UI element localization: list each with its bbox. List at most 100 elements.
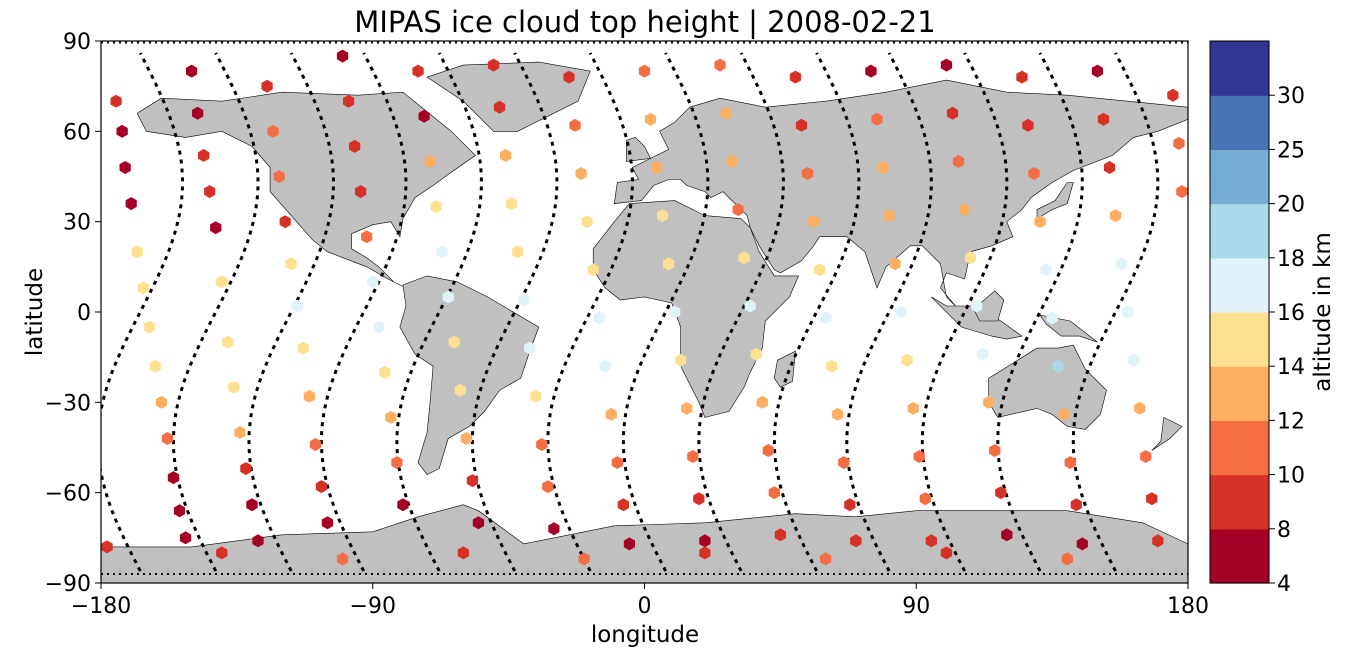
colorbar: 4 8 10 12 14 16 18 20 25 30 <box>1209 40 1305 597</box>
cloud-point-22 <box>240 462 252 476</box>
cloud-point-77 <box>611 456 623 470</box>
cloud-point-93 <box>726 154 738 168</box>
cloud-point-104 <box>801 167 814 180</box>
colorbar-tick-label: 30 <box>1277 84 1305 109</box>
cloud-point-94 <box>732 203 744 217</box>
x-tick-label: −90 <box>350 594 396 619</box>
cloud-point-80 <box>638 64 651 78</box>
cloud-point-146 <box>1091 64 1103 78</box>
y-tick-label: 90 <box>63 30 91 55</box>
y-tick-label: 30 <box>63 211 91 236</box>
cloud-point-53 <box>448 335 460 349</box>
cloud-point-9 <box>161 432 174 445</box>
cloud-point-103 <box>795 118 808 132</box>
cloud-point-51 <box>436 245 448 259</box>
satellite-tracks <box>101 41 1188 575</box>
cloud-point-101 <box>774 528 786 542</box>
colorbar-bin <box>1210 312 1269 367</box>
cloud-point-106 <box>814 263 826 277</box>
cloud-point-74 <box>593 311 605 325</box>
cloud-point-134 <box>1001 528 1013 542</box>
cloud-point-155 <box>1146 492 1158 506</box>
cloud-point-149 <box>1109 209 1122 223</box>
cloud-point-98 <box>756 395 768 409</box>
cloud-point-88 <box>687 450 699 463</box>
y-axis: −90 −60 −30 0 30 60 90 <box>45 30 101 597</box>
cloud-point-28 <box>279 215 291 229</box>
cloud-point-141 <box>1052 359 1064 373</box>
cloud-point-50 <box>430 200 442 214</box>
land-new-zealand <box>1151 416 1183 451</box>
cloud-point-107 <box>820 311 832 325</box>
cloud-point-20 <box>228 380 240 394</box>
cloud-point-128 <box>965 251 977 265</box>
y-tick-label: −90 <box>45 572 91 597</box>
cloud-point-123 <box>925 534 937 548</box>
cloud-point-52 <box>442 290 454 304</box>
cloud-point-19 <box>222 335 234 349</box>
colorbar-bin <box>1210 203 1269 259</box>
cloud-point-85 <box>669 305 681 319</box>
cloud-point-118 <box>895 305 907 319</box>
cloud-point-142 <box>1058 407 1070 421</box>
cloud-point-133 <box>995 486 1007 500</box>
cloud-point-31 <box>297 341 309 355</box>
cloud-point-87 <box>681 401 693 415</box>
cloud-point-160 <box>101 540 113 554</box>
cloud-point-150 <box>1115 257 1128 271</box>
cloud-point-54 <box>454 383 466 397</box>
cloud-point-21 <box>234 425 246 439</box>
cloud-point-65 <box>530 389 542 403</box>
cloud-point-130 <box>977 347 989 361</box>
cloud-point-110 <box>838 456 850 470</box>
cloud-point-18 <box>216 275 228 289</box>
cloud-point-23 <box>246 498 258 512</box>
colorbar-bin <box>1210 41 1269 96</box>
cloud-point-72 <box>581 215 593 229</box>
cloud-point-82 <box>650 161 663 174</box>
cloud-point-55 <box>460 432 472 445</box>
cloud-point-7 <box>149 359 161 373</box>
cloud-point-46 <box>397 498 409 512</box>
cloud-point-37 <box>343 94 355 108</box>
cloud-point-84 <box>663 257 675 271</box>
cloud-point-16 <box>204 185 216 199</box>
cloud-point-29 <box>285 257 297 271</box>
cloud-point-95 <box>738 251 750 265</box>
cloud-point-6 <box>143 320 155 334</box>
cloud-point-144 <box>1070 498 1082 512</box>
cloud-point-113 <box>865 64 877 78</box>
cloud-point-89 <box>693 492 705 506</box>
cloud-point-36 <box>336 49 349 63</box>
colorbar-bin <box>1210 366 1269 421</box>
cloud-point-127 <box>958 203 971 217</box>
cloud-point-26 <box>267 124 279 138</box>
cloud-point-91 <box>714 58 726 72</box>
cloud-point-10 <box>167 471 180 485</box>
cloud-point-166 <box>820 552 832 566</box>
cloud-point-69 <box>563 70 575 84</box>
cloud-point-137 <box>1028 167 1040 180</box>
cloud-point-161 <box>216 546 228 560</box>
colorbar-tick-label: 20 <box>1277 193 1305 218</box>
cloud-point-121 <box>913 450 925 463</box>
colorbar-bin <box>1210 95 1269 150</box>
cloud-point-159 <box>1176 185 1188 199</box>
cloud-point-0 <box>110 94 122 108</box>
land-eurasia <box>613 79 1188 307</box>
cloud-point-60 <box>500 148 512 162</box>
cloud-point-49 <box>424 154 436 168</box>
cloud-point-154 <box>1140 450 1152 463</box>
cloud-point-48 <box>418 109 430 123</box>
cloud-point-120 <box>907 401 919 415</box>
cloud-point-1 <box>116 124 128 138</box>
cloud-point-45 <box>391 456 403 470</box>
land-madagascar <box>773 350 796 388</box>
x-tick-label: 0 <box>638 594 652 619</box>
cloud-point-163 <box>457 546 469 560</box>
cloud-point-136 <box>1022 118 1034 132</box>
cloud-point-131 <box>983 395 995 409</box>
cloud-point-39 <box>355 185 367 199</box>
cloud-point-12 <box>179 531 192 545</box>
